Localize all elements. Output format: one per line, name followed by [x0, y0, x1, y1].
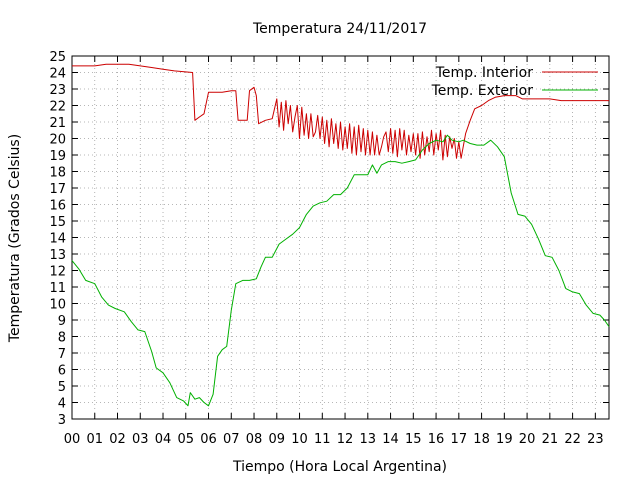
y-tick-label: 15	[49, 215, 66, 230]
series-lines	[71, 63, 610, 407]
x-tick-label: 07	[223, 432, 240, 447]
x-tick-label: 08	[246, 432, 263, 447]
x-tick-label: 17	[451, 432, 468, 447]
y-tick-label: 20	[49, 133, 66, 148]
legend: Temp. Interior Temp. Exterior	[431, 65, 598, 99]
x-tick-label: 18	[473, 432, 490, 447]
y-tick-label: 3	[58, 413, 66, 428]
y-tick-label: 19	[49, 149, 66, 164]
x-tick-label: 04	[155, 432, 172, 447]
y-tick-label: 10	[49, 298, 66, 313]
y-tick-label: 21	[49, 116, 66, 131]
x-tick-label: 00	[64, 432, 81, 447]
x-tick-label: 06	[200, 432, 217, 447]
x-tick-label: 19	[496, 432, 513, 447]
x-tick-label: 11	[314, 432, 331, 447]
y-tick-label: 8	[58, 331, 66, 346]
y-tick-label: 23	[49, 83, 66, 98]
x-tick-label: 01	[86, 432, 103, 447]
x-axis-ticks: 00 01 02 03 04 05 06 07 08 09 10 11 12 13 14 15 16 17 18 19…	[64, 56, 604, 447]
x-tick-label: 16	[428, 432, 445, 447]
x-tick-label: 21	[542, 432, 559, 447]
y-tick-label: 11	[49, 281, 66, 296]
series-line-temp-interior	[72, 63, 609, 161]
x-tick-label: 10	[291, 432, 308, 447]
y-tick-label: 6	[58, 364, 66, 379]
y-tick-label: 25	[49, 50, 66, 65]
y-tick-label: 18	[49, 166, 66, 181]
y-axis-label: Temperatura (Grados Celsius)	[7, 134, 23, 343]
x-tick-label: 13	[360, 432, 377, 447]
x-axis-label: Tiempo (Hora Local Argentina)	[232, 459, 447, 475]
grid-lines	[72, 56, 609, 419]
x-tick-label: 14	[382, 432, 399, 447]
x-tick-label: 22	[564, 432, 581, 447]
y-tick-label: 7	[58, 347, 66, 362]
x-tick-label: 05	[177, 432, 194, 447]
y-tick-label: 16	[49, 199, 66, 214]
legend-label-temp-exterior: Temp. Exterior	[431, 83, 534, 99]
y-tick-label: 5	[58, 380, 66, 395]
y-tick-label: 9	[58, 314, 66, 329]
series-line-temp-exterior	[71, 134, 610, 407]
y-tick-label: 12	[49, 265, 66, 280]
x-tick-label: 12	[337, 432, 354, 447]
x-tick-label: 15	[405, 432, 422, 447]
chart-title: Temperatura 24/11/2017	[252, 21, 427, 37]
y-tick-label: 22	[49, 100, 66, 115]
x-tick-label: 02	[109, 432, 126, 447]
x-tick-label: 23	[587, 432, 604, 447]
y-tick-label: 17	[49, 182, 66, 197]
y-tick-label: 13	[49, 248, 66, 263]
y-tick-label: 4	[58, 397, 66, 412]
x-tick-label: 09	[269, 432, 286, 447]
y-tick-label: 14	[49, 232, 66, 247]
x-tick-label: 03	[132, 432, 149, 447]
legend-label-temp-interior: Temp. Interior	[435, 65, 534, 81]
x-tick-label: 20	[519, 432, 536, 447]
y-tick-label: 24	[49, 67, 66, 82]
